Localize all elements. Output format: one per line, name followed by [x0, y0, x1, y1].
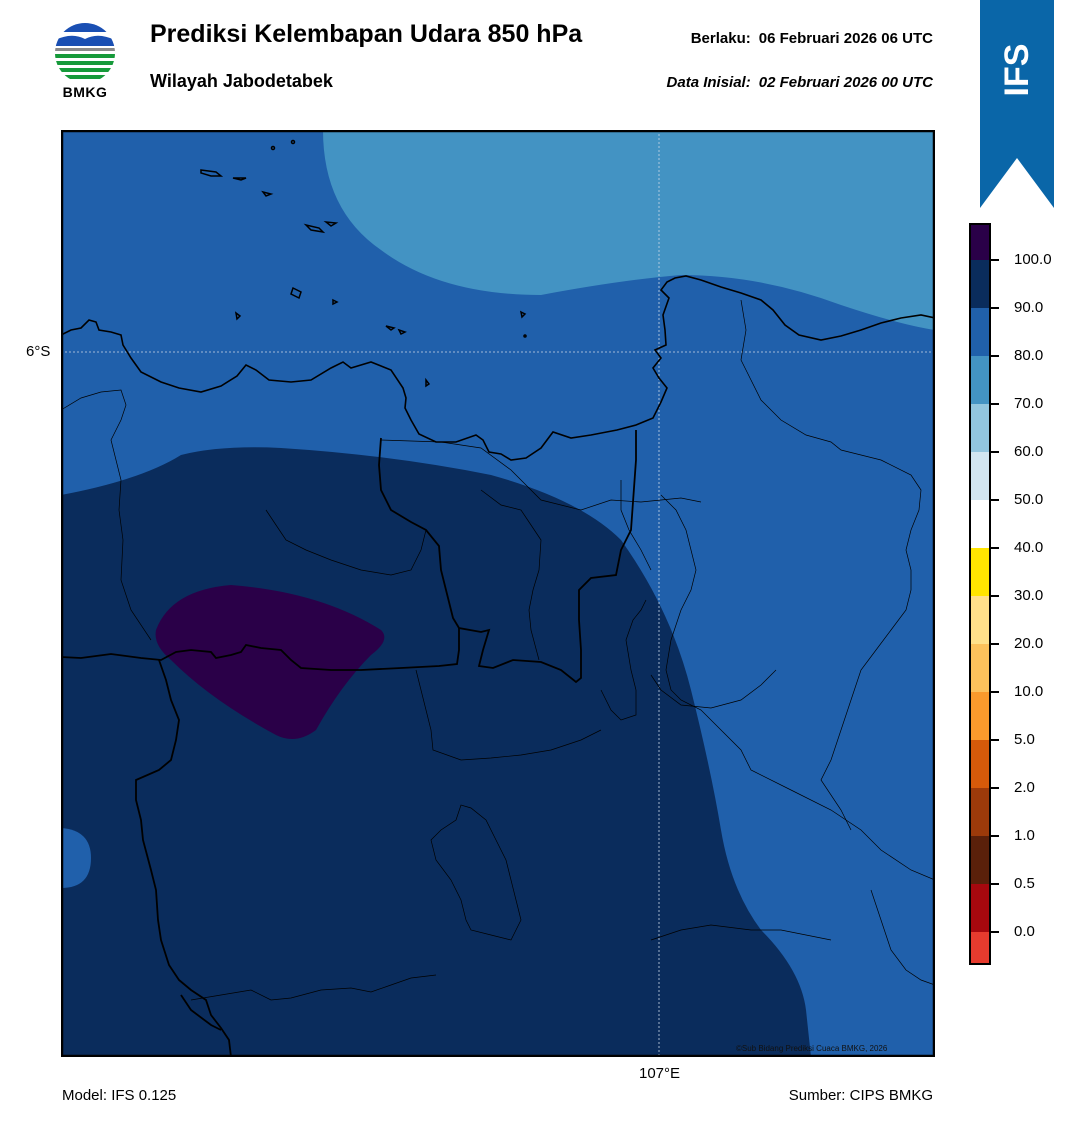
colorbar-segment — [970, 644, 990, 692]
colorbar-segment — [970, 404, 990, 452]
longitude-label: 107°E — [639, 1065, 681, 1082]
bmkg-logo: BMKG — [52, 20, 118, 104]
colorbar-segment — [970, 356, 990, 404]
islands — [200, 139, 527, 388]
colorbar-tick-label: 2.0 — [1014, 779, 1035, 796]
colorbar-segment — [970, 260, 990, 308]
regency-boundaries — [61, 299, 935, 1001]
colorbar-segment — [970, 452, 990, 500]
valid-time: Berlaku: 06 Februari 2026 06 UTC — [691, 30, 933, 47]
model-ribbon-badge — [980, 0, 1054, 208]
colorbar-tick-mark — [991, 739, 999, 741]
province-boundaries — [61, 430, 637, 1057]
init-time: Data Inisial: 02 Februari 2026 00 UTC — [667, 74, 933, 91]
colorbar-segment — [970, 308, 990, 356]
bmkg-logo-emblem — [55, 23, 115, 83]
colorbar-tick-label: 1.0 — [1014, 827, 1035, 844]
colorbar-segment — [970, 500, 990, 548]
colorbar-tick-mark — [991, 499, 999, 501]
colorbar-segment — [970, 548, 990, 596]
colorbar-tick-label: 50.0 — [1014, 491, 1044, 508]
logo-text: BMKG — [62, 84, 108, 100]
colorbar-tick-mark — [991, 691, 999, 693]
colorbar-tick-label: 60.0 — [1014, 443, 1044, 460]
colorbar-segment — [970, 596, 990, 644]
colorbar-tick-mark — [991, 259, 999, 261]
source-info: Sumber: CIPS BMKG — [788, 1087, 933, 1104]
colorbar-tick-mark — [991, 883, 999, 885]
page-title: Prediksi Kelembapan Udara 850 hPa — [150, 20, 583, 48]
colorbar-segment — [970, 932, 990, 965]
colorbar-segment — [970, 224, 990, 260]
coastline — [61, 275, 935, 461]
region-subtitle: Wilayah Jabodetabek — [150, 71, 333, 91]
colorbar-tick-mark — [991, 307, 999, 309]
colorbar-tick-label: 0.5 — [1014, 875, 1035, 892]
valid-value: 06 Februari 2026 06 UTC — [758, 30, 933, 47]
colorbar-tick-mark — [991, 595, 999, 597]
colorbar-tick-label: 30.0 — [1014, 587, 1044, 604]
colorbar-tick-mark — [991, 931, 999, 933]
colorbar-tick-label: 0.0 — [1014, 923, 1035, 940]
map-canvas — [61, 130, 935, 1057]
colorbar-tick-label: 90.0 — [1014, 299, 1044, 316]
colorbar — [969, 223, 991, 965]
colorbar-segment — [970, 788, 990, 836]
colorbar-tick-mark — [991, 643, 999, 645]
init-label: Data Inisial: — [666, 74, 751, 91]
colorbar-segment — [970, 740, 990, 788]
colorbar-tick-label: 20.0 — [1014, 635, 1044, 652]
colorbar-tick-label: 70.0 — [1014, 395, 1044, 412]
latitude-label: 6°S — [26, 343, 51, 360]
colorbar-tick-label: 10.0 — [1014, 683, 1044, 700]
init-value: 02 Februari 2026 00 UTC — [758, 74, 933, 91]
colorbar-segment — [970, 884, 990, 932]
model-info: Model: IFS 0.125 — [62, 1087, 177, 1104]
colorbar-tick-mark — [991, 547, 999, 549]
colorbar-tick-mark — [991, 403, 999, 405]
colorbar-tick-label: 5.0 — [1014, 731, 1035, 748]
humidity-band-100 — [155, 585, 385, 739]
colorbar-tick-label: 100.0 — [1014, 251, 1052, 268]
ribbon-text: IFS — [997, 43, 1036, 97]
colorbar-segment — [970, 836, 990, 884]
map-copyright: ©Sub Bidang Prediksi Cuaca BMKG, 2026 — [736, 1044, 888, 1053]
humidity-band-70-80 — [323, 130, 935, 330]
colorbar-tick-label: 40.0 — [1014, 539, 1044, 556]
humidity-map — [61, 130, 935, 1057]
colorbar-segment — [970, 692, 990, 740]
map-frame — [61, 130, 935, 1057]
colorbar-tick-mark — [991, 451, 999, 453]
colorbar-tick-mark — [991, 787, 999, 789]
colorbar-tick-mark — [991, 835, 999, 837]
valid-label: Berlaku: — [690, 30, 751, 47]
humidity-band-80-90-west-blob — [61, 828, 91, 888]
colorbar-tick-mark — [991, 355, 999, 357]
colorbar-tick-label: 80.0 — [1014, 347, 1044, 364]
